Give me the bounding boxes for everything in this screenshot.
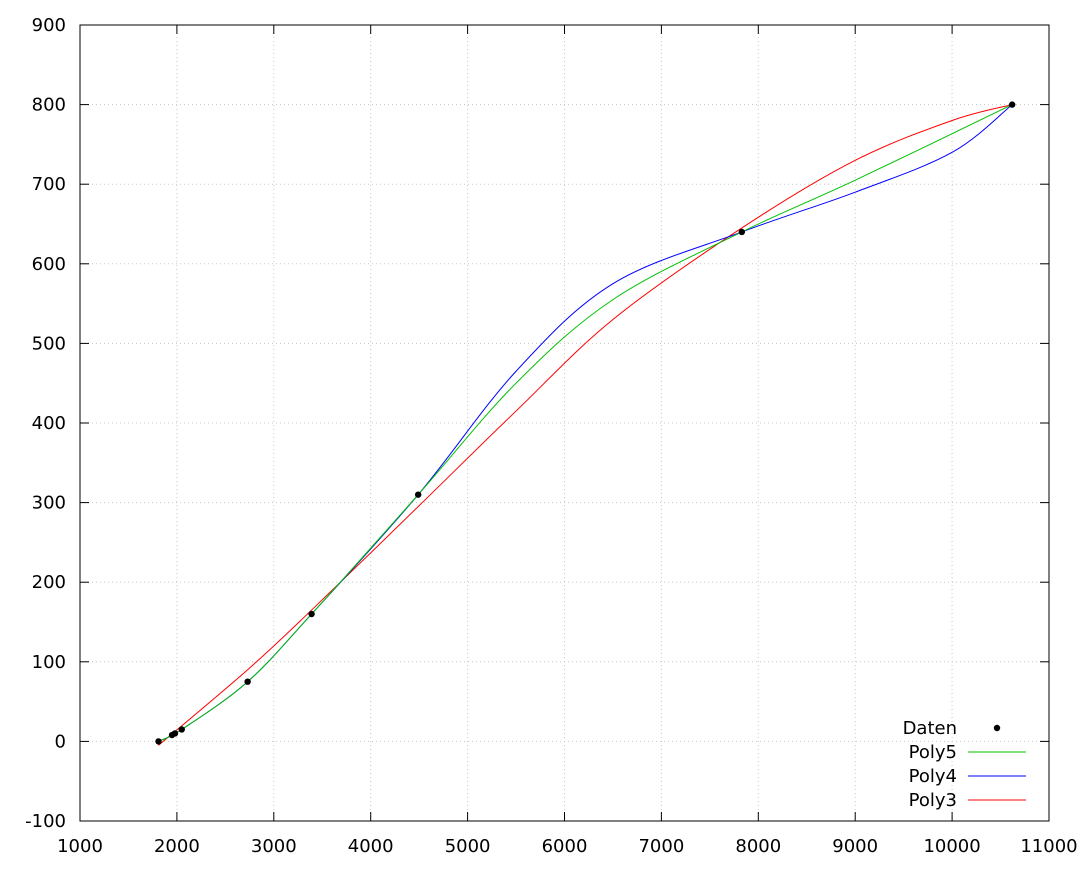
y-tick-label: 400	[32, 413, 66, 434]
legend-label-poly3: Poly3	[909, 790, 957, 811]
y-tick-label: 900	[32, 15, 66, 36]
grid-lines	[80, 25, 1049, 821]
x-tick-label: 8000	[735, 836, 781, 857]
series-lines	[158, 104, 1013, 746]
x-tick-label: 6000	[542, 836, 588, 857]
y-tick-label: 200	[32, 572, 66, 593]
y-tick-label: 0	[55, 731, 66, 752]
legend-marker-daten	[993, 724, 1001, 732]
x-tick-label: 4000	[348, 836, 394, 857]
legend: Daten Poly5 Poly4 Poly3	[903, 718, 1026, 811]
y-tick-label: 300	[32, 493, 66, 514]
x-tick-label: 2000	[154, 836, 200, 857]
y-axis-tick-labels: -100 0 100 200 300 400 500 600 700 800 900	[25, 15, 66, 832]
legend-label-poly4: Poly4	[909, 766, 957, 787]
y-tick-label: 700	[32, 174, 66, 195]
y-tick-label: 500	[32, 333, 66, 354]
data-point	[178, 726, 185, 733]
x-tick-label: 5000	[445, 836, 491, 857]
data-point	[244, 678, 251, 685]
x-tick-label: 1000	[57, 836, 103, 857]
x-axis-tick-labels: 1000 2000 3000 4000 5000 6000 7000 8000 9000 1000…	[57, 836, 1078, 857]
x-tick-label: 7000	[638, 836, 684, 857]
data-point	[738, 228, 746, 236]
y-tick-label: 100	[32, 652, 66, 673]
x-tick-label: 3000	[251, 836, 297, 857]
y-tick-label: 800	[32, 95, 66, 116]
series-line-poly5	[158, 104, 1013, 742]
data-point	[1008, 101, 1016, 108]
x-tick-label: 9000	[832, 836, 878, 857]
data-points	[155, 101, 1016, 745]
y-tick-label: 600	[32, 254, 66, 275]
data-point	[308, 610, 315, 618]
data-point	[155, 738, 162, 745]
y-tick-label: -100	[25, 811, 66, 832]
data-point	[171, 730, 179, 737]
x-tick-label: 10000	[923, 836, 980, 857]
x-tick-label: 11000	[1020, 836, 1077, 857]
axis-ticks	[79, 24, 1050, 822]
legend-label-daten: Daten	[903, 718, 957, 739]
series-line-poly3	[158, 104, 1013, 746]
legend-label-poly5: Poly5	[909, 742, 957, 763]
data-point	[414, 491, 422, 498]
